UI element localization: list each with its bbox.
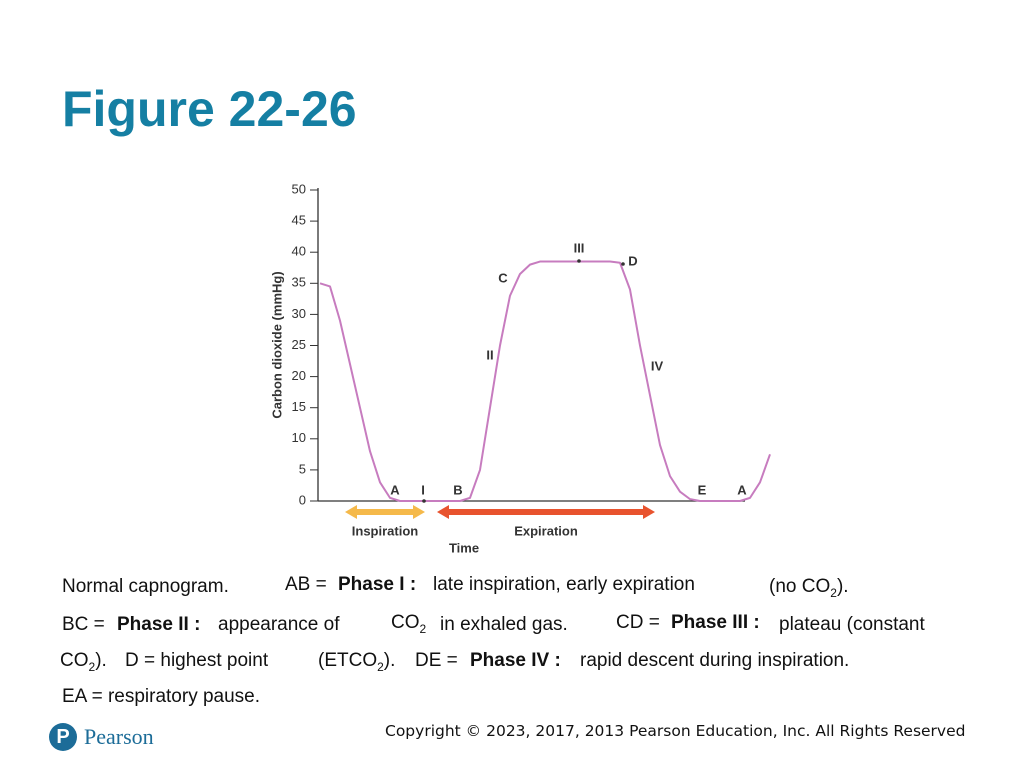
logo-mark: P bbox=[49, 723, 77, 751]
caption-segment: D = highest point bbox=[125, 650, 268, 672]
copyright: Copyright © 2023, 2017, 2013 Pearson Edu… bbox=[385, 722, 966, 740]
caption-text: (ETCO bbox=[318, 650, 378, 671]
x-axis-label: Time bbox=[449, 540, 479, 555]
caption-text: ). bbox=[836, 576, 849, 597]
subscript: 2 bbox=[88, 659, 96, 674]
caption-text: CD = bbox=[616, 612, 660, 633]
point-label: II bbox=[486, 347, 493, 362]
y-tick-label: 25 bbox=[292, 337, 306, 352]
caption-segment: Phase III : bbox=[671, 612, 760, 634]
caption-segment: AB = bbox=[285, 574, 327, 596]
caption-text: EA = respiratory pause. bbox=[62, 686, 261, 707]
caption-segment: CD = bbox=[616, 612, 660, 634]
y-axis-label: Carbon dioxide (mmHg) bbox=[269, 271, 284, 418]
capnogram-line bbox=[319, 260, 771, 502]
y-tick-label: 40 bbox=[292, 244, 306, 259]
point-label: E bbox=[698, 482, 707, 497]
y-tick-label: 0 bbox=[299, 492, 306, 507]
caption-text: in exhaled gas. bbox=[440, 614, 568, 635]
point-label: A bbox=[390, 482, 400, 497]
caption-segment: Phase IV : bbox=[470, 650, 561, 672]
caption-text: appearance of bbox=[218, 614, 340, 635]
arrow-head bbox=[437, 505, 449, 519]
phase-label: Expiration bbox=[514, 523, 578, 538]
slide-title: Figure 22-26 bbox=[62, 81, 357, 137]
y-tick-label: 50 bbox=[292, 181, 306, 196]
subscript: 2 bbox=[377, 659, 384, 674]
caption-segment: BC = bbox=[62, 614, 105, 636]
point-dot bbox=[422, 499, 426, 503]
logo: Pearson bbox=[84, 724, 154, 749]
caption-segment: CO2 bbox=[391, 612, 426, 636]
caption-text: plateau (constant bbox=[779, 614, 925, 635]
caption-text: AB = bbox=[285, 574, 327, 595]
subscript: 2 bbox=[830, 585, 837, 600]
y-tick-label: 20 bbox=[292, 368, 306, 383]
y-tick-label: 10 bbox=[292, 430, 306, 445]
caption-text: BC = bbox=[62, 614, 105, 635]
caption-segment: in exhaled gas. bbox=[440, 614, 568, 636]
caption-segment: Normal capnogram. bbox=[62, 576, 229, 598]
subscript: 2 bbox=[419, 621, 427, 636]
caption-text: ). bbox=[95, 650, 107, 671]
point-label: IV bbox=[651, 358, 664, 373]
caption-text: CO bbox=[60, 650, 89, 671]
y-tick-label: 30 bbox=[292, 306, 306, 321]
caption-text: Phase I : bbox=[338, 574, 417, 595]
point-dot bbox=[577, 259, 581, 263]
caption-segment: appearance of bbox=[218, 614, 340, 636]
caption-text: late inspiration, early expiration bbox=[433, 574, 695, 595]
caption-segment: rapid descent during inspiration. bbox=[580, 650, 849, 672]
caption-text: ). bbox=[383, 650, 396, 671]
caption-text: DE = bbox=[415, 650, 458, 671]
caption-segment: plateau (constant bbox=[779, 614, 925, 636]
y-tick-label: 45 bbox=[292, 213, 306, 228]
y-tick-label: 5 bbox=[299, 461, 306, 476]
caption-text: (no CO bbox=[769, 576, 831, 597]
arrow-head bbox=[643, 505, 655, 519]
caption-segment: late inspiration, early expiration bbox=[433, 574, 695, 596]
caption-segment: (ETCO2). bbox=[318, 650, 395, 674]
caption-segment: DE = bbox=[415, 650, 458, 672]
y-tick-label: 15 bbox=[292, 399, 306, 414]
arrow-head bbox=[345, 505, 357, 519]
y-tick-label: 35 bbox=[292, 275, 306, 290]
point-label: A bbox=[737, 482, 747, 497]
caption-text: D = highest point bbox=[125, 650, 269, 671]
caption-text: Phase II : bbox=[117, 614, 201, 635]
caption-text: CO bbox=[391, 612, 420, 633]
point-dot bbox=[621, 262, 625, 266]
caption-segment: Phase II : bbox=[117, 614, 200, 636]
caption-text: Normal capnogram. bbox=[62, 576, 229, 597]
caption-text: Phase IV : bbox=[470, 650, 561, 671]
caption-text: Phase III : bbox=[671, 612, 760, 633]
point-label: B bbox=[453, 482, 462, 497]
arrow-head bbox=[413, 505, 425, 519]
caption-segment: EA = respiratory pause. bbox=[62, 686, 260, 708]
phase-label: Inspiration bbox=[352, 523, 419, 538]
point-label: D bbox=[628, 253, 637, 268]
caption-segment: CO2). bbox=[60, 650, 107, 674]
caption-segment: (no CO2). bbox=[769, 576, 849, 600]
caption-segment: Phase I : bbox=[338, 574, 416, 596]
point-label: III bbox=[574, 240, 585, 255]
caption-text: rapid descent during inspiration. bbox=[580, 650, 850, 671]
point-label: I bbox=[421, 482, 425, 497]
point-label: C bbox=[498, 270, 508, 285]
